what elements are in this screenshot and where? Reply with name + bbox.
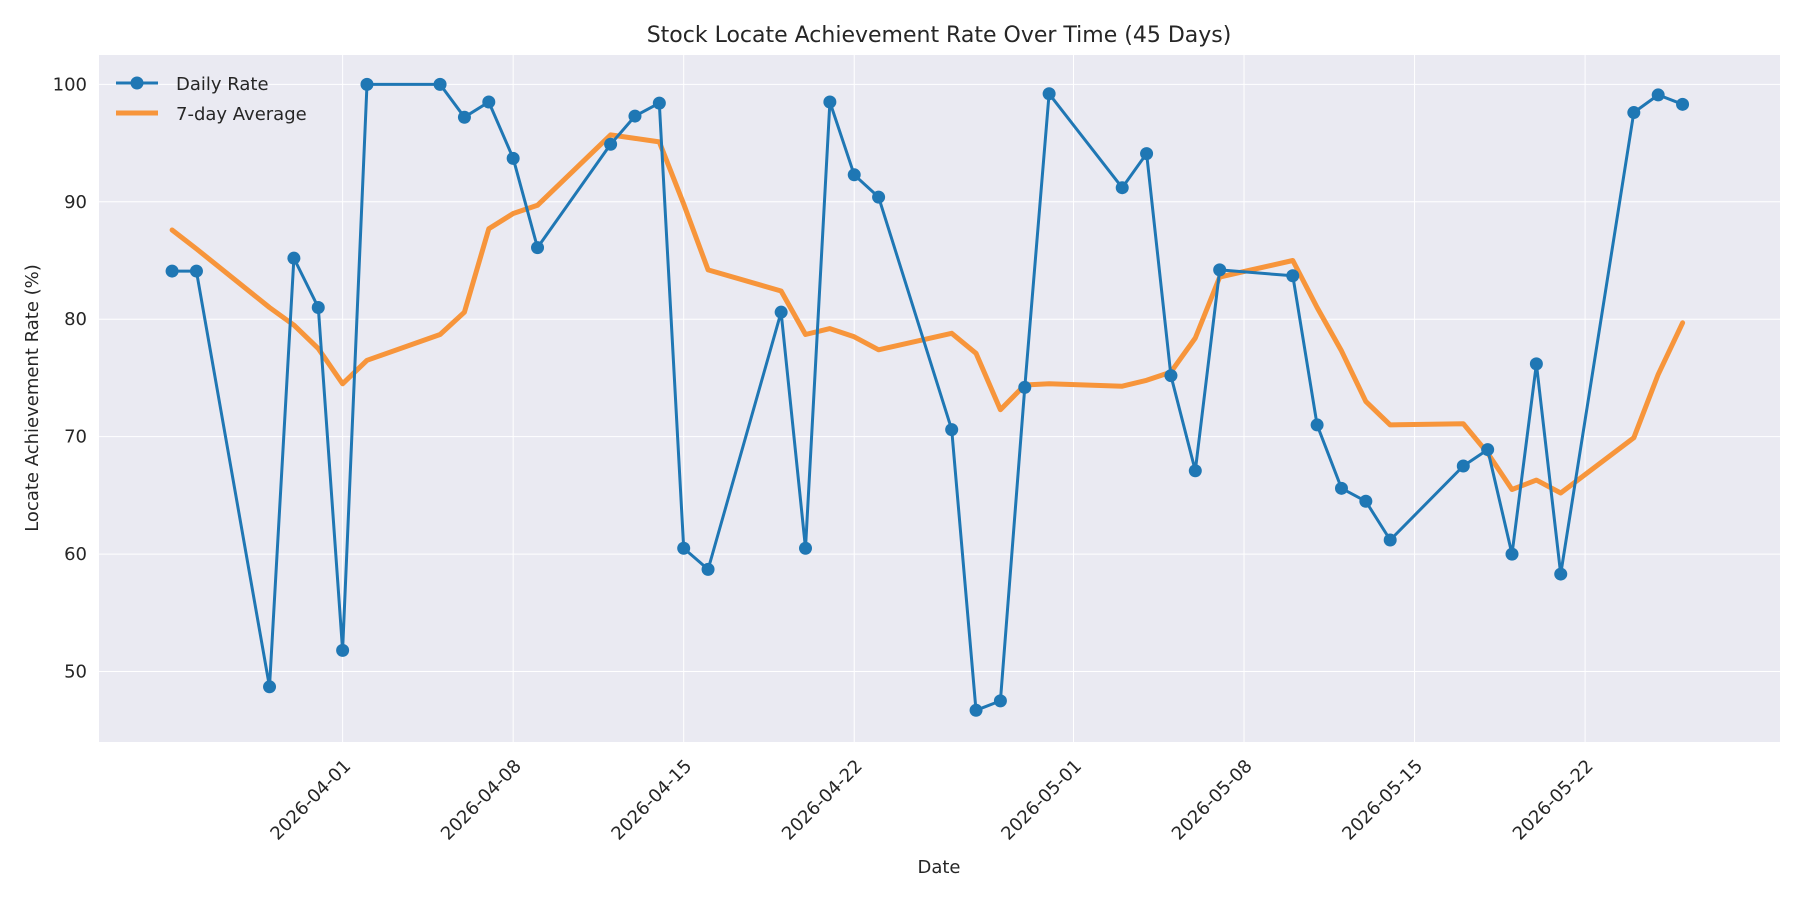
daily-rate-point: [1140, 147, 1154, 161]
y-axis-ticks: 50 60 70 80 90 100: [53, 74, 87, 682]
x-axis-ticks: 2026-04-01 2026-04-08 2026-04-15 2026-04-22…: [266, 756, 1597, 845]
x-axis-label: Date: [917, 857, 960, 878]
y-tick-label: 90: [64, 192, 87, 213]
daily-rate-point: [336, 643, 350, 657]
series-layer: [165, 77, 1690, 717]
x-tick-label: 2026-05-01: [997, 756, 1086, 845]
daily-rate-point: [823, 95, 837, 109]
x-tick-label: 2026-05-15: [1338, 756, 1427, 845]
y-tick-label: 80: [64, 309, 87, 330]
daily-rate-point: [1676, 97, 1690, 111]
daily-rate-point: [847, 168, 861, 182]
seven-day-average-line: [169, 132, 1686, 496]
daily-rate-point: [677, 541, 691, 555]
daily-rate-point: [433, 77, 447, 91]
x-tick-label: 2026-04-15: [607, 756, 696, 845]
plot-background: [99, 55, 1780, 742]
daily-rate-point: [1554, 567, 1568, 581]
daily-rate-point: [604, 137, 618, 151]
y-tick-label: 70: [64, 427, 87, 448]
legend-daily-label: Daily Rate: [176, 74, 269, 95]
daily-rate-point: [993, 694, 1007, 708]
daily-rate-point: [1188, 464, 1202, 478]
daily-rate-point: [1310, 418, 1324, 432]
daily-rate-point: [531, 241, 545, 255]
daily-rate-point: [1383, 533, 1397, 547]
daily-rate-point: [1456, 459, 1470, 473]
daily-rate-point: [1359, 494, 1373, 508]
daily-rate-point: [1286, 269, 1300, 283]
daily-rate-point: [1529, 357, 1543, 371]
x-tick-label: 2026-04-08: [437, 756, 526, 845]
daily-rate-point: [482, 95, 496, 109]
daily-rate-point: [1651, 88, 1665, 102]
legend-average-label: 7-day Average: [176, 104, 307, 125]
daily-rate-point: [1115, 181, 1129, 195]
daily-rate-point: [1627, 106, 1641, 120]
daily-rate-point: [263, 680, 277, 694]
daily-rate-point: [1334, 481, 1348, 495]
daily-rate-point: [287, 251, 301, 265]
daily-rate-point: [945, 423, 959, 437]
daily-rate-point: [189, 264, 203, 278]
legend: Daily Rate 7-day Average: [116, 74, 307, 125]
daily-rate-point: [1042, 87, 1056, 101]
daily-rate-point: [628, 109, 642, 123]
y-tick-label: 100: [53, 74, 87, 95]
daily-rate-point: [1018, 380, 1032, 394]
daily-rate-point: [969, 703, 983, 717]
legend-daily-marker: [130, 76, 144, 90]
daily-rate-point: [872, 190, 886, 204]
y-axis-label: Locate Achievement Rate (%): [22, 264, 43, 532]
daily-rate-point: [506, 151, 520, 165]
daily-rate-point: [652, 96, 666, 110]
x-tick-label: 2026-05-22: [1509, 756, 1598, 845]
daily-rate-point: [457, 110, 471, 124]
daily-rate-point: [311, 300, 325, 314]
daily-rate-point: [1213, 263, 1227, 277]
daily-rate-point: [701, 562, 715, 576]
daily-rate-point: [774, 305, 788, 319]
y-tick-label: 60: [64, 544, 87, 565]
x-tick-label: 2026-05-08: [1168, 756, 1257, 845]
daily-rate-point: [799, 541, 813, 555]
daily-rate-point: [1481, 443, 1495, 457]
x-tick-label: 2026-04-22: [778, 756, 867, 845]
daily-rate-point: [165, 264, 179, 278]
daily-rate-point: [1164, 369, 1178, 383]
y-tick-label: 50: [64, 662, 87, 683]
x-tick-label: 2026-04-01: [266, 756, 355, 845]
daily-rate-point: [1505, 547, 1519, 561]
daily-rate-point: [360, 77, 374, 91]
chart-title: Stock Locate Achievement Rate Over Time …: [647, 23, 1232, 48]
